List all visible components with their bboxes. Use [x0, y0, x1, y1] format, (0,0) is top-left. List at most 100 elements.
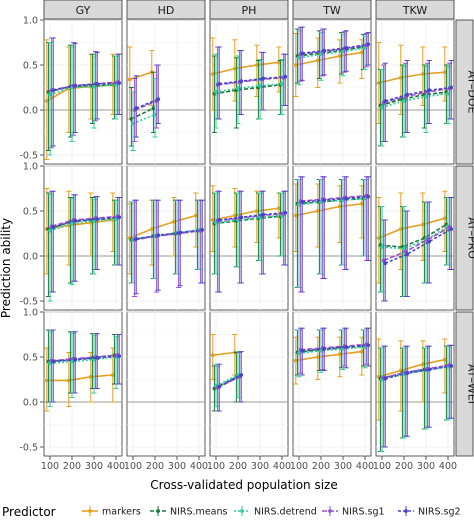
data-point-markers: [293, 63, 298, 67]
series-line-nirs-sg2: [302, 195, 369, 203]
data-point-nirs-sg2: [95, 217, 100, 222]
data-point-nirs-sg2: [51, 359, 56, 364]
panel-ph-1: [209, 165, 289, 311]
y-tick-label: 1.0: [23, 16, 38, 27]
data-point-nirs-sg2: [117, 354, 122, 358]
data-point-nirs-sg2: [383, 376, 388, 381]
data-point-nirs-sg2: [156, 97, 161, 102]
data-point-nirs-detrend: [446, 91, 450, 96]
series-line-nirs-sg2: [135, 98, 159, 109]
series-line-nirs-sg2: [302, 344, 369, 352]
series-line-nirs-sg1: [51, 215, 118, 228]
x-tick-label: 100: [373, 461, 391, 472]
series-line-nirs-sg2: [52, 216, 120, 228]
x-tick-label: 200: [312, 461, 330, 472]
strip-layer: GY HD PH TW TKW AT–DOE AT–PRO AT–WEI: [43, 0, 474, 457]
axes-layer: -0.50.00.51.0-0.50.00.51.0-0.50.00.51.01…: [19, 16, 457, 473]
x-axis-label: Cross-validated population size: [150, 478, 337, 492]
data-point-nirs-sg2: [51, 88, 56, 93]
data-point-markers: [420, 362, 425, 367]
data-point-markers: [171, 219, 176, 224]
series-line-nirs-means: [131, 107, 154, 120]
data-point-nirs-detrend: [48, 228, 52, 233]
panel-gy-0: [43, 19, 123, 165]
data-point-markers: [293, 213, 298, 218]
series-line-nirs-sg2: [219, 212, 286, 221]
x-tick-label: 100: [124, 461, 142, 472]
data-point-markers: [420, 72, 425, 76]
series-line-nirs-detrend: [298, 346, 366, 355]
series-line-nirs-detrend: [381, 225, 449, 250]
data-point-nirs-sg2: [427, 88, 432, 93]
facet-strip-hd: [126, 0, 206, 20]
series-line-nirs-means: [214, 84, 281, 95]
facet-strip-tw: [292, 0, 372, 20]
facet-label-tkw: TKW: [402, 4, 428, 17]
data-point-nirs-sg2: [344, 196, 349, 201]
facet-label-gy: GY: [76, 4, 91, 17]
facet-strip-row-1: [455, 165, 474, 311]
legend-label-nirs-detrend: NIRS.detrend: [254, 507, 317, 518]
data-point-nirs-sg2: [134, 106, 139, 111]
series-line-nirs-sg2: [219, 75, 286, 85]
data-point-markers: [315, 58, 320, 63]
y-tick-label: 0.5: [23, 207, 38, 218]
series-line-nirs-means: [380, 223, 447, 248]
data-point-markers: [315, 355, 320, 359]
panel-tkw-2: [375, 311, 455, 457]
series-line-markers: [295, 203, 362, 217]
data-point-markers: [315, 209, 320, 213]
data-point-nirs-sg2: [344, 345, 349, 349]
panel-tw-0: [292, 19, 372, 165]
data-point-nirs-sg2: [217, 82, 222, 86]
data-point-nirs-sg2: [300, 51, 305, 56]
series-line-nirs-sg2: [302, 43, 369, 55]
x-tick-label: 100: [290, 461, 308, 472]
series-line-nirs-sg1: [383, 364, 450, 379]
series-line-nirs-sg2: [384, 228, 452, 264]
data-point-nirs-sg2: [217, 384, 222, 389]
y-tick-label: 1.0: [23, 308, 38, 319]
series-line-nirs-sg1: [300, 194, 367, 202]
panel-gy-2: [43, 311, 123, 457]
data-point-nirs-detrend: [48, 92, 52, 97]
data-point-nirs-sg2: [283, 74, 288, 79]
data-point-markers: [398, 227, 403, 231]
data-point-markers: [232, 213, 237, 218]
data-point-markers: [337, 54, 342, 58]
legend-title: Predictor: [2, 505, 56, 519]
x-tick-label: 400: [356, 461, 374, 472]
data-point-nirs-sg2: [261, 76, 266, 81]
data-point-markers: [276, 206, 281, 211]
series-line-markers: [212, 61, 279, 75]
data-point-markers: [210, 218, 215, 222]
data-point-nirs-sg2: [200, 228, 205, 232]
series-line-nirs-detrend: [298, 197, 366, 206]
data-point-nirs-sg2: [383, 261, 388, 266]
data-point-nirs-detrend: [214, 90, 218, 94]
data-point-nirs-means: [151, 106, 156, 111]
x-tick-label: 200: [63, 461, 81, 472]
x-tick-label: 100: [207, 461, 225, 472]
data-point-nirs-detrend: [280, 82, 284, 86]
data-point-nirs-sg2: [51, 225, 56, 230]
legend-key-point: [240, 509, 244, 513]
panel-gy-1: [43, 165, 123, 311]
series-line-markers: [212, 351, 235, 356]
data-point-nirs-sg2: [261, 212, 266, 217]
series-line-markers: [378, 358, 445, 378]
series-line-nirs-sg1: [300, 343, 367, 351]
data-point-nirs-sg2: [322, 347, 327, 351]
x-tick-label: 300: [168, 461, 186, 472]
data-point-nirs-sg2: [300, 200, 305, 204]
data-point-nirs-sg2: [366, 343, 371, 348]
legend-label-nirs-sg1: NIRS.sg1: [342, 507, 385, 518]
data-point-nirs-sg2: [95, 356, 100, 360]
data-point-nirs-detrend: [258, 83, 262, 88]
facet-strip-row-0: [455, 19, 474, 165]
y-tick-label: 0.0: [23, 106, 38, 117]
y-tick-label: 0.5: [23, 61, 38, 72]
data-point-markers: [193, 213, 198, 218]
x-tick-label: 300: [251, 461, 269, 472]
